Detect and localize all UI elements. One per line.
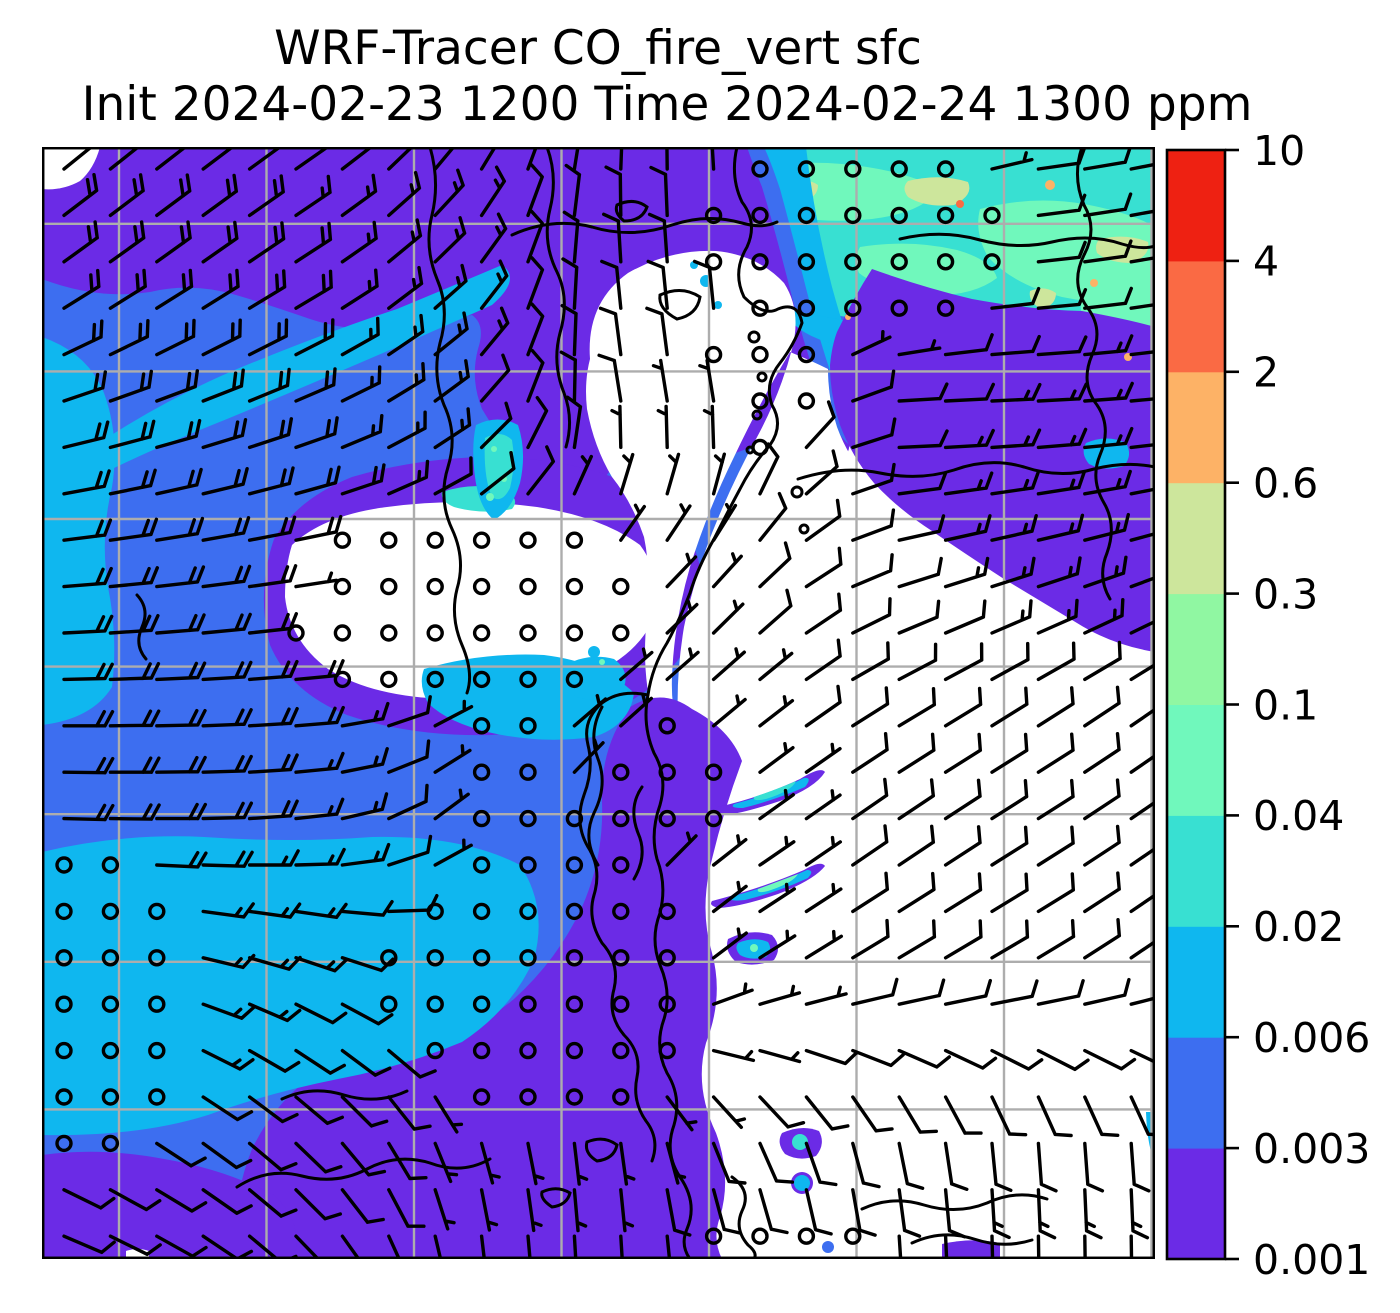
- colorbar-tick-label: 0.003: [1253, 1125, 1370, 1173]
- colorbar-tick-label: 0.006: [1253, 1014, 1370, 1062]
- colorbar-ticks: [1225, 148, 1239, 1261]
- colorbar-tick-label: 10: [1253, 127, 1305, 175]
- wind-barb-glyphs: [62, 147, 1155, 1259]
- map-layers: [42, 147, 1155, 1259]
- contour-map: [42, 147, 1155, 1259]
- colorbar-tick-label: 0.04: [1253, 792, 1344, 840]
- colorbar-segments: [1167, 150, 1225, 1260]
- colorbar-tick-label: 4: [1253, 238, 1279, 286]
- colorbar-tick-labels: 10 4 2 0.6 0.3 0.1 0.04 0.02 0.006 0.003 0.001: [1253, 127, 1370, 1284]
- colorbar-tick-label: 0.1: [1253, 681, 1318, 729]
- colorbar-tick-label: 0.02: [1253, 903, 1344, 951]
- colorbar-tick-label: 0.3: [1253, 570, 1318, 618]
- map-frame: [42, 147, 1155, 1259]
- colorbar: 10 4 2 0.6 0.3 0.1 0.04 0.02 0.006 0.003 0.001: [1165, 127, 1370, 1284]
- wind-barbs-layer: [55, 147, 1155, 1259]
- colorbar-tick-label: 0.001: [1253, 1236, 1370, 1284]
- page-title: WRF-Tracer CO_fire_vert sfc: [274, 21, 922, 76]
- coastline-layer: [135, 147, 1155, 1259]
- colorbar-tick-label: 0.6: [1253, 459, 1318, 507]
- colorbar-tick-label: 2: [1253, 349, 1279, 397]
- page-subtitle: Init 2024-02-23 1200 Time 2024-02-24 130…: [81, 77, 1253, 132]
